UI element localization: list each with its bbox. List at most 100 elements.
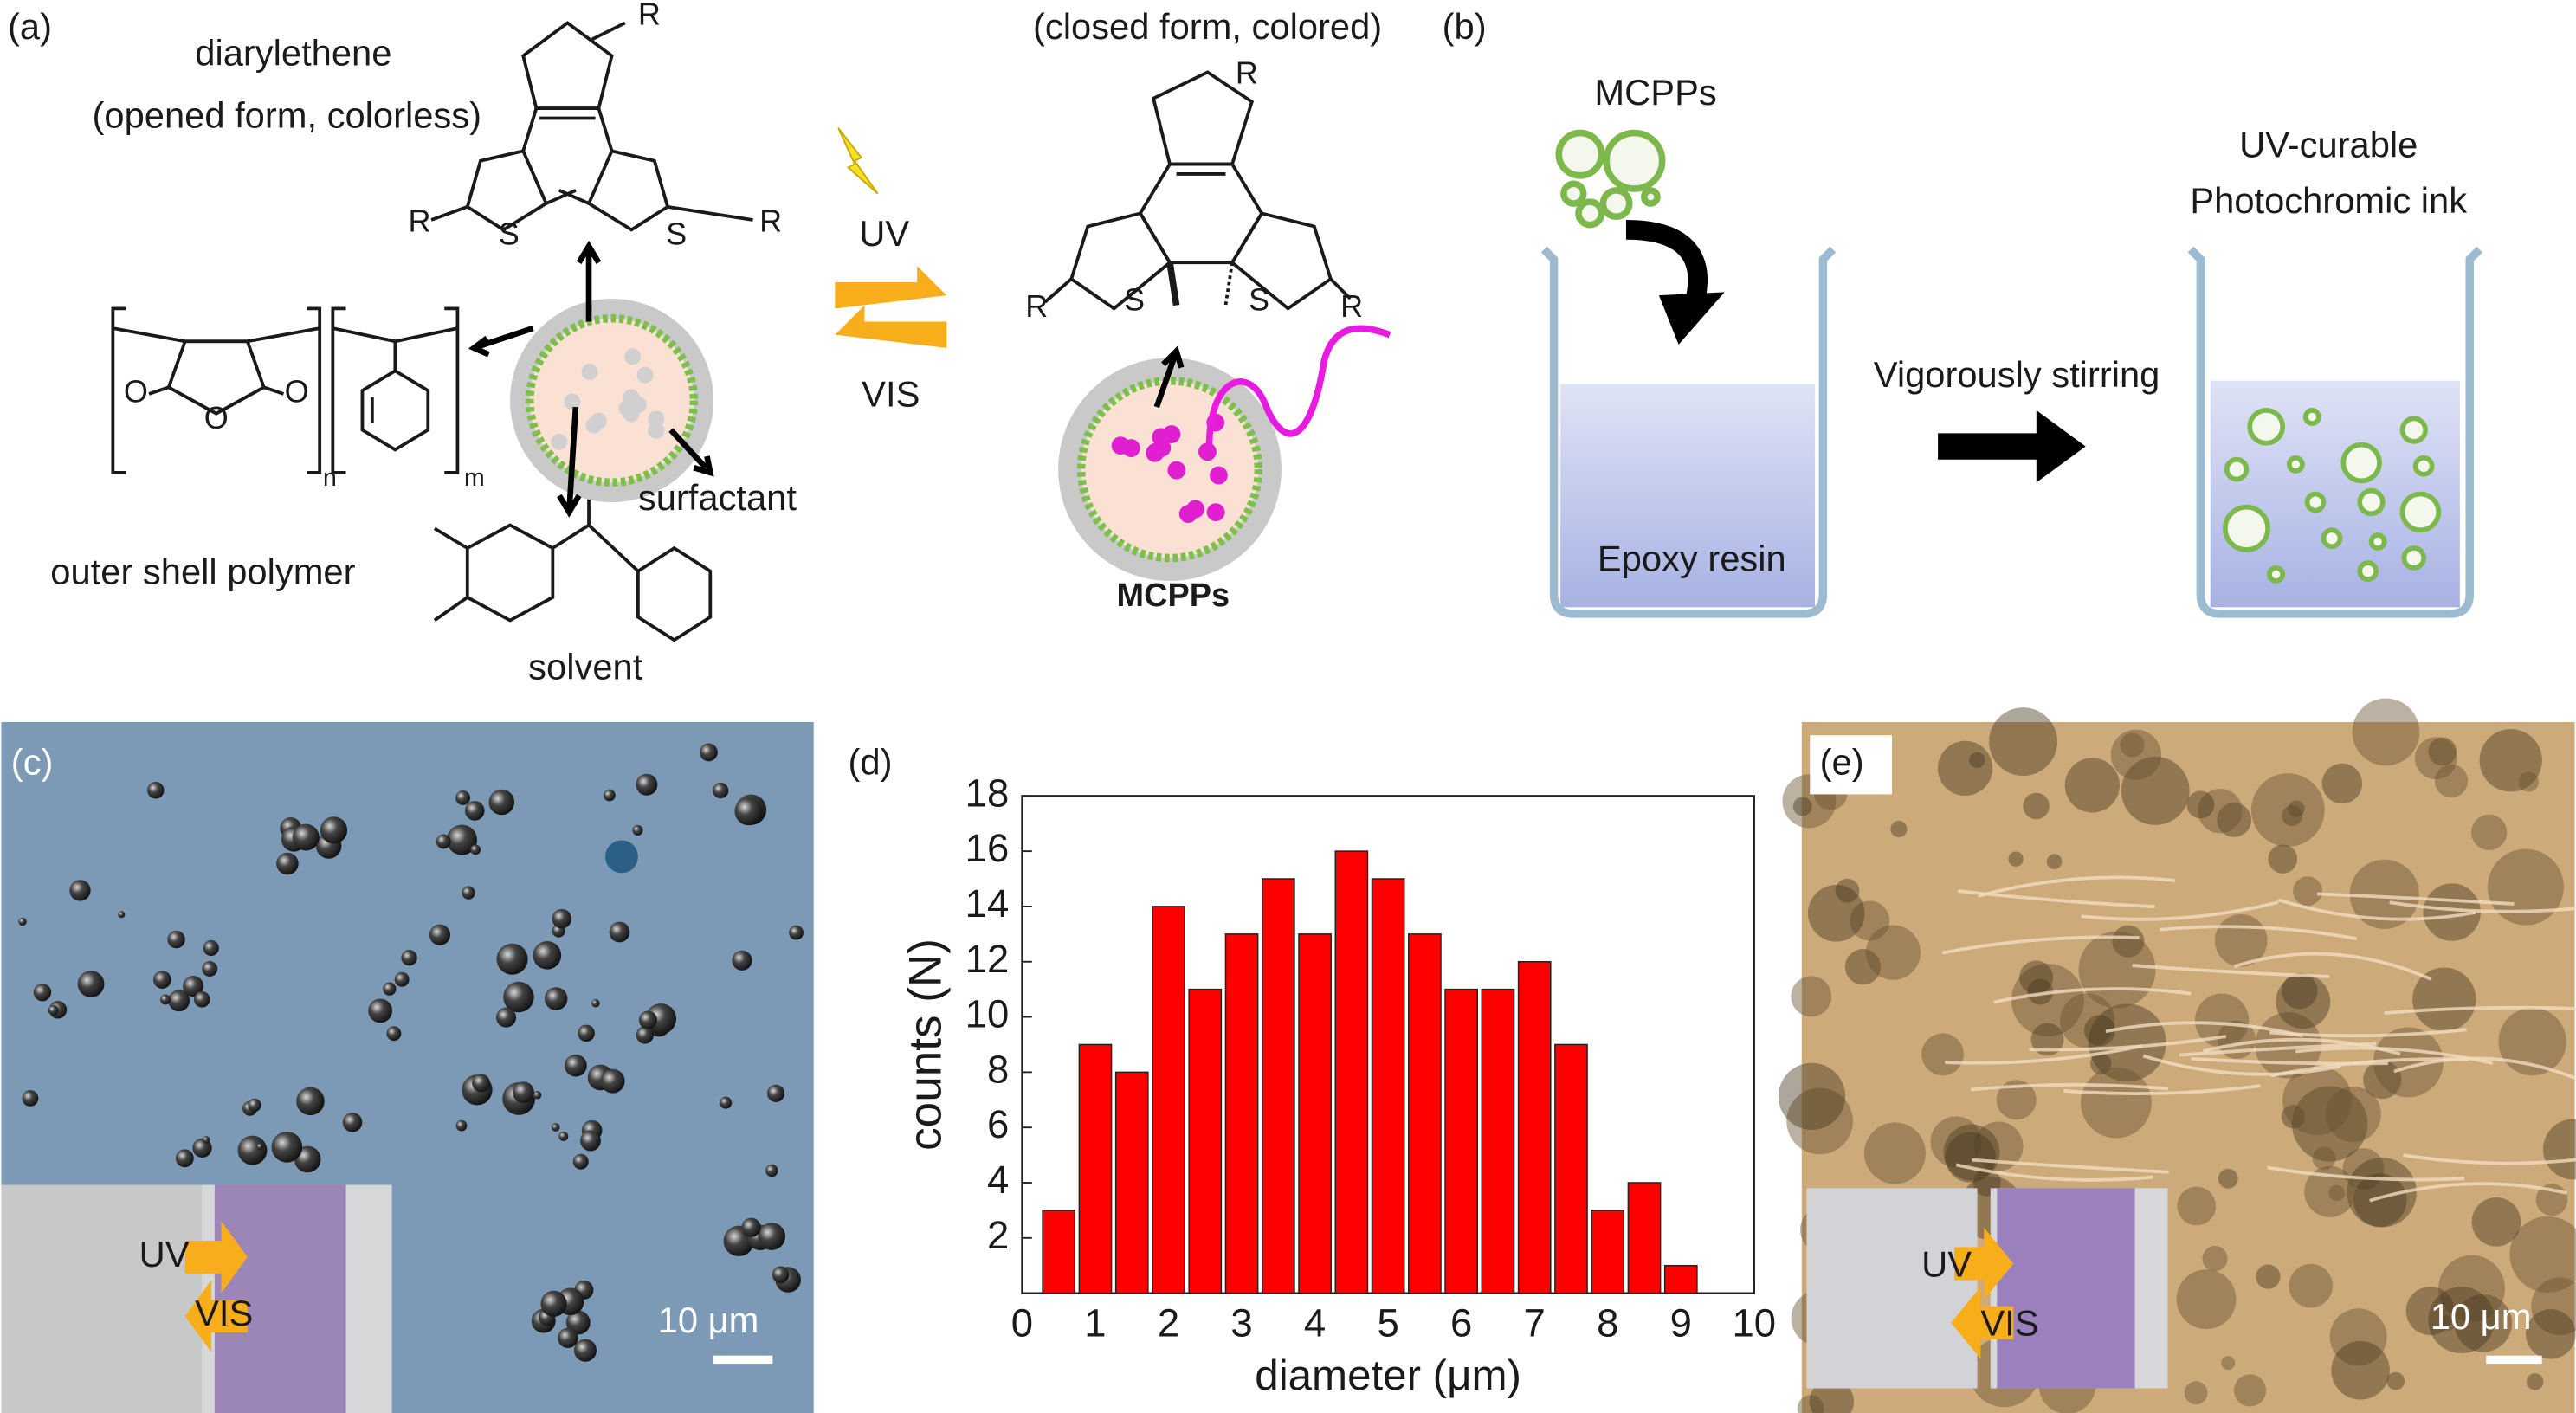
atom: R: [409, 203, 431, 238]
fiber: [2105, 1021, 2303, 1038]
dark-region: [1865, 925, 1921, 980]
panel-label: (c): [11, 741, 54, 782]
microsphere: [472, 1074, 491, 1093]
microsphere: [758, 1223, 786, 1250]
microsphere: [488, 789, 515, 816]
dark-region: [1778, 1062, 1846, 1130]
y-tick-label: 8: [987, 1047, 1009, 1091]
dark-region: [2439, 1314, 2457, 1332]
microsphere: [256, 1143, 264, 1151]
fiber: [1945, 1044, 2143, 1065]
core-dot: [1167, 461, 1186, 480]
dark-region: [2218, 1168, 2238, 1189]
microsphere: [153, 971, 171, 989]
bubble: [2412, 455, 2435, 477]
vis-arrow: [184, 1280, 248, 1352]
microsphere: [544, 987, 568, 1010]
x-tick-label: 10: [1733, 1301, 1777, 1345]
microsphere: [69, 880, 91, 901]
dark-region: [2186, 790, 2215, 819]
dark-region: [2373, 1027, 2444, 1098]
microsphere: [551, 1123, 560, 1132]
bar: [1261, 878, 1295, 1294]
compound-name: diarylethene: [195, 32, 391, 73]
core-dot: [551, 433, 568, 450]
uv-arrow: [184, 1221, 248, 1294]
dark-region: [2509, 1216, 2576, 1294]
dark-region: [2423, 883, 2481, 941]
bubble: [2399, 491, 2442, 533]
dark-region: [2526, 1373, 2544, 1390]
solvent-label: solvent: [528, 646, 643, 687]
microsphere: [394, 971, 410, 987]
open-form-structure: [430, 21, 753, 232]
dark-region: [2194, 993, 2250, 1048]
microsphere: [533, 1090, 542, 1100]
panel-label: (a): [8, 6, 52, 47]
dark-region: [1921, 1033, 1964, 1076]
y-tick-label: 16: [965, 826, 1010, 870]
inset-after: [214, 1184, 346, 1413]
scale-bar: [2486, 1355, 2542, 1365]
bar: [1298, 933, 1332, 1294]
particle-label: MCPPs: [1117, 577, 1230, 614]
particles-label: MCPPs: [1594, 72, 1716, 113]
inset-after: [1997, 1188, 2135, 1389]
bar: [1224, 933, 1259, 1294]
fiber: [1941, 935, 2140, 955]
dark-region: [2498, 1007, 2566, 1076]
microsphere: [772, 1266, 790, 1284]
microsphere: [533, 941, 562, 970]
dark-region: [2120, 732, 2145, 758]
microsphere: [22, 1090, 39, 1107]
bubble: [2340, 442, 2382, 484]
microsphere: [609, 921, 630, 943]
dark-region: [1850, 900, 1890, 941]
microsphere: [386, 1026, 402, 1042]
atom: O: [204, 400, 229, 436]
bubble: [2399, 416, 2428, 444]
fiber: [2393, 1056, 2576, 1081]
product-label: UV-curable: [2239, 125, 2418, 165]
microsphere: [292, 823, 320, 851]
form-state: (closed form, colored): [1033, 6, 1382, 47]
fiber: [2203, 1037, 2401, 1056]
dark-region: [2328, 1184, 2345, 1202]
core-dot: [1206, 503, 1225, 522]
dark-region: [2329, 1308, 2387, 1366]
microsphere: [429, 924, 451, 945]
y-tick-label: 4: [987, 1158, 1009, 1202]
dark-region: [2293, 876, 2322, 906]
core-dot: [648, 422, 665, 439]
microsphere: [632, 824, 643, 836]
core-dot: [1162, 425, 1181, 443]
fiber: [1993, 987, 2192, 1004]
inset-label: VIS: [1980, 1303, 2038, 1344]
microsphere: [33, 983, 52, 1002]
dark-region: [2434, 764, 2469, 798]
microsphere: [202, 1136, 210, 1144]
bar: [1334, 850, 1369, 1294]
dark-region: [2428, 1287, 2495, 1354]
microsphere: [118, 911, 126, 919]
dark-region: [2064, 758, 2120, 813]
atom: S: [1124, 281, 1145, 317]
step-label: Vigorously stirring: [1874, 354, 2160, 395]
dark-region: [2487, 848, 2564, 926]
droplet: [604, 840, 638, 874]
process-arrow: [1938, 410, 2086, 483]
particle-cluster: [1555, 129, 1666, 229]
dark-region: [2121, 756, 2190, 825]
dark-region: [2405, 1287, 2455, 1336]
fiber: [2403, 1153, 2576, 1165]
core-dot: [581, 364, 598, 381]
dark-region: [2291, 1086, 2368, 1162]
pour-arrow-head: [1658, 292, 1725, 345]
microsphere: [503, 981, 534, 1013]
core-dot: [1209, 466, 1228, 485]
dark-region: [2202, 1246, 2228, 1272]
dark-region: [2386, 1371, 2405, 1390]
particle-core: [526, 313, 699, 487]
microsphere: [296, 1087, 325, 1116]
microsphere: [580, 1130, 601, 1152]
